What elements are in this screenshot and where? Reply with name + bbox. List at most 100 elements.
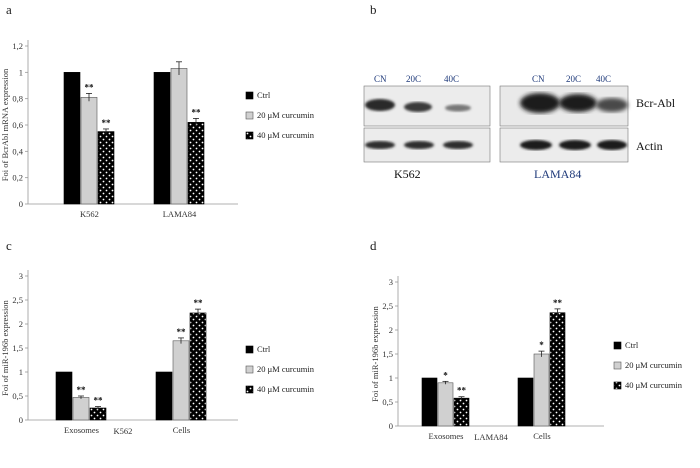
blot-k562-actin bbox=[363, 127, 491, 163]
significance-label: ** bbox=[102, 118, 112, 128]
y-tick-label: 1,5 bbox=[12, 343, 23, 353]
x-category-label: Cells bbox=[533, 431, 550, 441]
y-tick-label: 0 bbox=[19, 415, 23, 425]
y-tick-label: 0,5 bbox=[12, 391, 23, 401]
y-tick-label: 1 bbox=[19, 67, 23, 77]
blot-cell-line-lama84: LAMA84 bbox=[534, 167, 581, 181]
y-tick-label: 0,8 bbox=[12, 94, 23, 104]
panel-letter-a: a bbox=[6, 2, 12, 17]
y-tick-label: 3 bbox=[389, 277, 393, 287]
bar-ctrl-exosomes bbox=[55, 371, 73, 421]
lane-label-right-cn: CN bbox=[532, 74, 545, 84]
x-axis-title: K562 bbox=[114, 426, 133, 436]
x-category-label: K562 bbox=[80, 209, 99, 219]
significance-label: ** bbox=[194, 298, 204, 308]
legend-swatch bbox=[613, 361, 622, 370]
chart-panel-c: 0 0,5 1 1,5 2 2,5 3 Foi of miR-196b expression *… bbox=[0, 270, 315, 436]
legend-swatch bbox=[245, 91, 254, 100]
y-tick-label: 0,4 bbox=[12, 146, 23, 156]
blot-k562-bcrabl bbox=[363, 85, 491, 127]
significance-label: * bbox=[539, 340, 544, 350]
panel-letter-b: b bbox=[370, 2, 377, 17]
x-category-label: Exosomes bbox=[64, 425, 99, 435]
y-axis-title: Foi of miR-196b expression bbox=[370, 305, 380, 401]
y-tick-label: 2 bbox=[19, 319, 23, 329]
legend-label: 20 μM curcumin bbox=[257, 110, 315, 120]
significance-label: * bbox=[443, 370, 448, 380]
y-tick-label: 0 bbox=[389, 421, 393, 431]
blot-cell-line-k562: K562 bbox=[394, 167, 421, 181]
y-tick-label: 2,5 bbox=[12, 295, 23, 305]
legend-label: Ctrl bbox=[257, 90, 271, 100]
blot-row-label-bcrabl: Bcr-Abl bbox=[636, 96, 676, 110]
y-tick-label: 0,2 bbox=[12, 173, 23, 183]
bar-40--m-curcumin-exosomes bbox=[453, 397, 470, 427]
bar-20--m-curcumin-exosomes bbox=[437, 382, 454, 427]
bar-ctrl-exosomes bbox=[421, 377, 438, 427]
blot-lama84-bcrabl bbox=[499, 85, 629, 127]
lane-label-left-cn: CN bbox=[374, 74, 387, 84]
significance-label: ** bbox=[94, 396, 104, 406]
chart-panel-a: 0 0,2 0,4 0,6 0,8 1 1,2 Foi of BcrAbl mRNA expr… bbox=[0, 40, 315, 219]
y-tick-label: 1,5 bbox=[382, 349, 393, 359]
lane-label-right-40c: 40C bbox=[596, 74, 611, 84]
legend-label: 40 μM curcumin bbox=[257, 384, 315, 394]
bar-ctrl-cells bbox=[517, 377, 534, 427]
lane-label-left-20c: 20C bbox=[406, 74, 421, 84]
bar-20--m-curcumin-cells bbox=[533, 353, 550, 427]
significance-label: ** bbox=[553, 298, 563, 308]
significance-label: ** bbox=[85, 82, 95, 92]
y-tick-label: 1,2 bbox=[12, 41, 23, 51]
bar-20--m-curcumin-lama84 bbox=[170, 68, 188, 205]
x-axis-title: LAMA84 bbox=[474, 432, 508, 442]
legend-swatch bbox=[613, 341, 622, 350]
y-tick-label: 2 bbox=[389, 325, 393, 335]
y-tick-label: 2,5 bbox=[382, 301, 393, 311]
y-axis-title: Foi of miR-196b expression bbox=[0, 299, 10, 395]
chart-panel-d: 0 0,5 1 1,5 2 2,5 3 Foi of miR-196b expression *… bbox=[370, 276, 683, 442]
x-category-label: Exosomes bbox=[429, 431, 464, 441]
panel-letter-d: d bbox=[370, 238, 377, 253]
bar-40--m-curcumin-cells bbox=[189, 312, 207, 421]
significance-label: ** bbox=[192, 107, 202, 117]
legend-label: 20 μM curcumin bbox=[257, 364, 315, 374]
legend-swatch bbox=[245, 131, 254, 140]
blot-lama84-actin bbox=[499, 127, 629, 163]
bar-ctrl-k562 bbox=[63, 72, 81, 205]
legend-swatch bbox=[245, 345, 254, 354]
legend-label: 40 μM curcumin bbox=[257, 130, 315, 140]
bar-40--m-curcumin-exosomes bbox=[89, 407, 107, 421]
significance-label: ** bbox=[77, 385, 87, 395]
significance-label: ** bbox=[457, 386, 467, 396]
y-tick-label: 0,5 bbox=[382, 397, 393, 407]
y-tick-label: 0,6 bbox=[12, 120, 23, 130]
blot-row-label-actin: Actin bbox=[636, 139, 663, 153]
y-axis-title: Foi of BcrAbl mRNA expression bbox=[0, 68, 10, 181]
legend-swatch bbox=[245, 111, 254, 120]
legend-label: Ctrl bbox=[257, 344, 271, 354]
y-tick-label: 1 bbox=[19, 367, 23, 377]
bar-40--m-curcumin-lama84 bbox=[187, 122, 205, 205]
legend-label: Ctrl bbox=[625, 340, 639, 350]
panel-letter-c: c bbox=[6, 238, 12, 253]
bar-40--m-curcumin-cells bbox=[549, 312, 566, 427]
legend-swatch bbox=[245, 385, 254, 394]
y-tick-label: 1 bbox=[389, 373, 393, 383]
legend-swatch bbox=[613, 381, 622, 390]
x-category-label: LAMA84 bbox=[163, 209, 197, 219]
bar-20--m-curcumin-k562 bbox=[80, 97, 98, 205]
bar-20--m-curcumin-cells bbox=[172, 340, 190, 421]
lane-label-right-20c: 20C bbox=[566, 74, 581, 84]
bar-ctrl-lama84 bbox=[153, 72, 171, 205]
lane-label-left-40c: 40C bbox=[444, 74, 459, 84]
y-tick-label: 3 bbox=[19, 271, 23, 281]
x-category-label: Cells bbox=[173, 425, 190, 435]
y-tick-label: 0 bbox=[19, 199, 23, 209]
legend-label: 20 μM curcumin bbox=[625, 360, 683, 370]
bar-20--m-curcumin-exosomes bbox=[72, 397, 90, 421]
western-blot-panel-b: CN 20C 40C CN 20C 40C bbox=[363, 74, 676, 181]
legend-swatch bbox=[245, 365, 254, 374]
bar-40--m-curcumin-k562 bbox=[97, 131, 115, 205]
bar-ctrl-cells bbox=[155, 371, 173, 421]
